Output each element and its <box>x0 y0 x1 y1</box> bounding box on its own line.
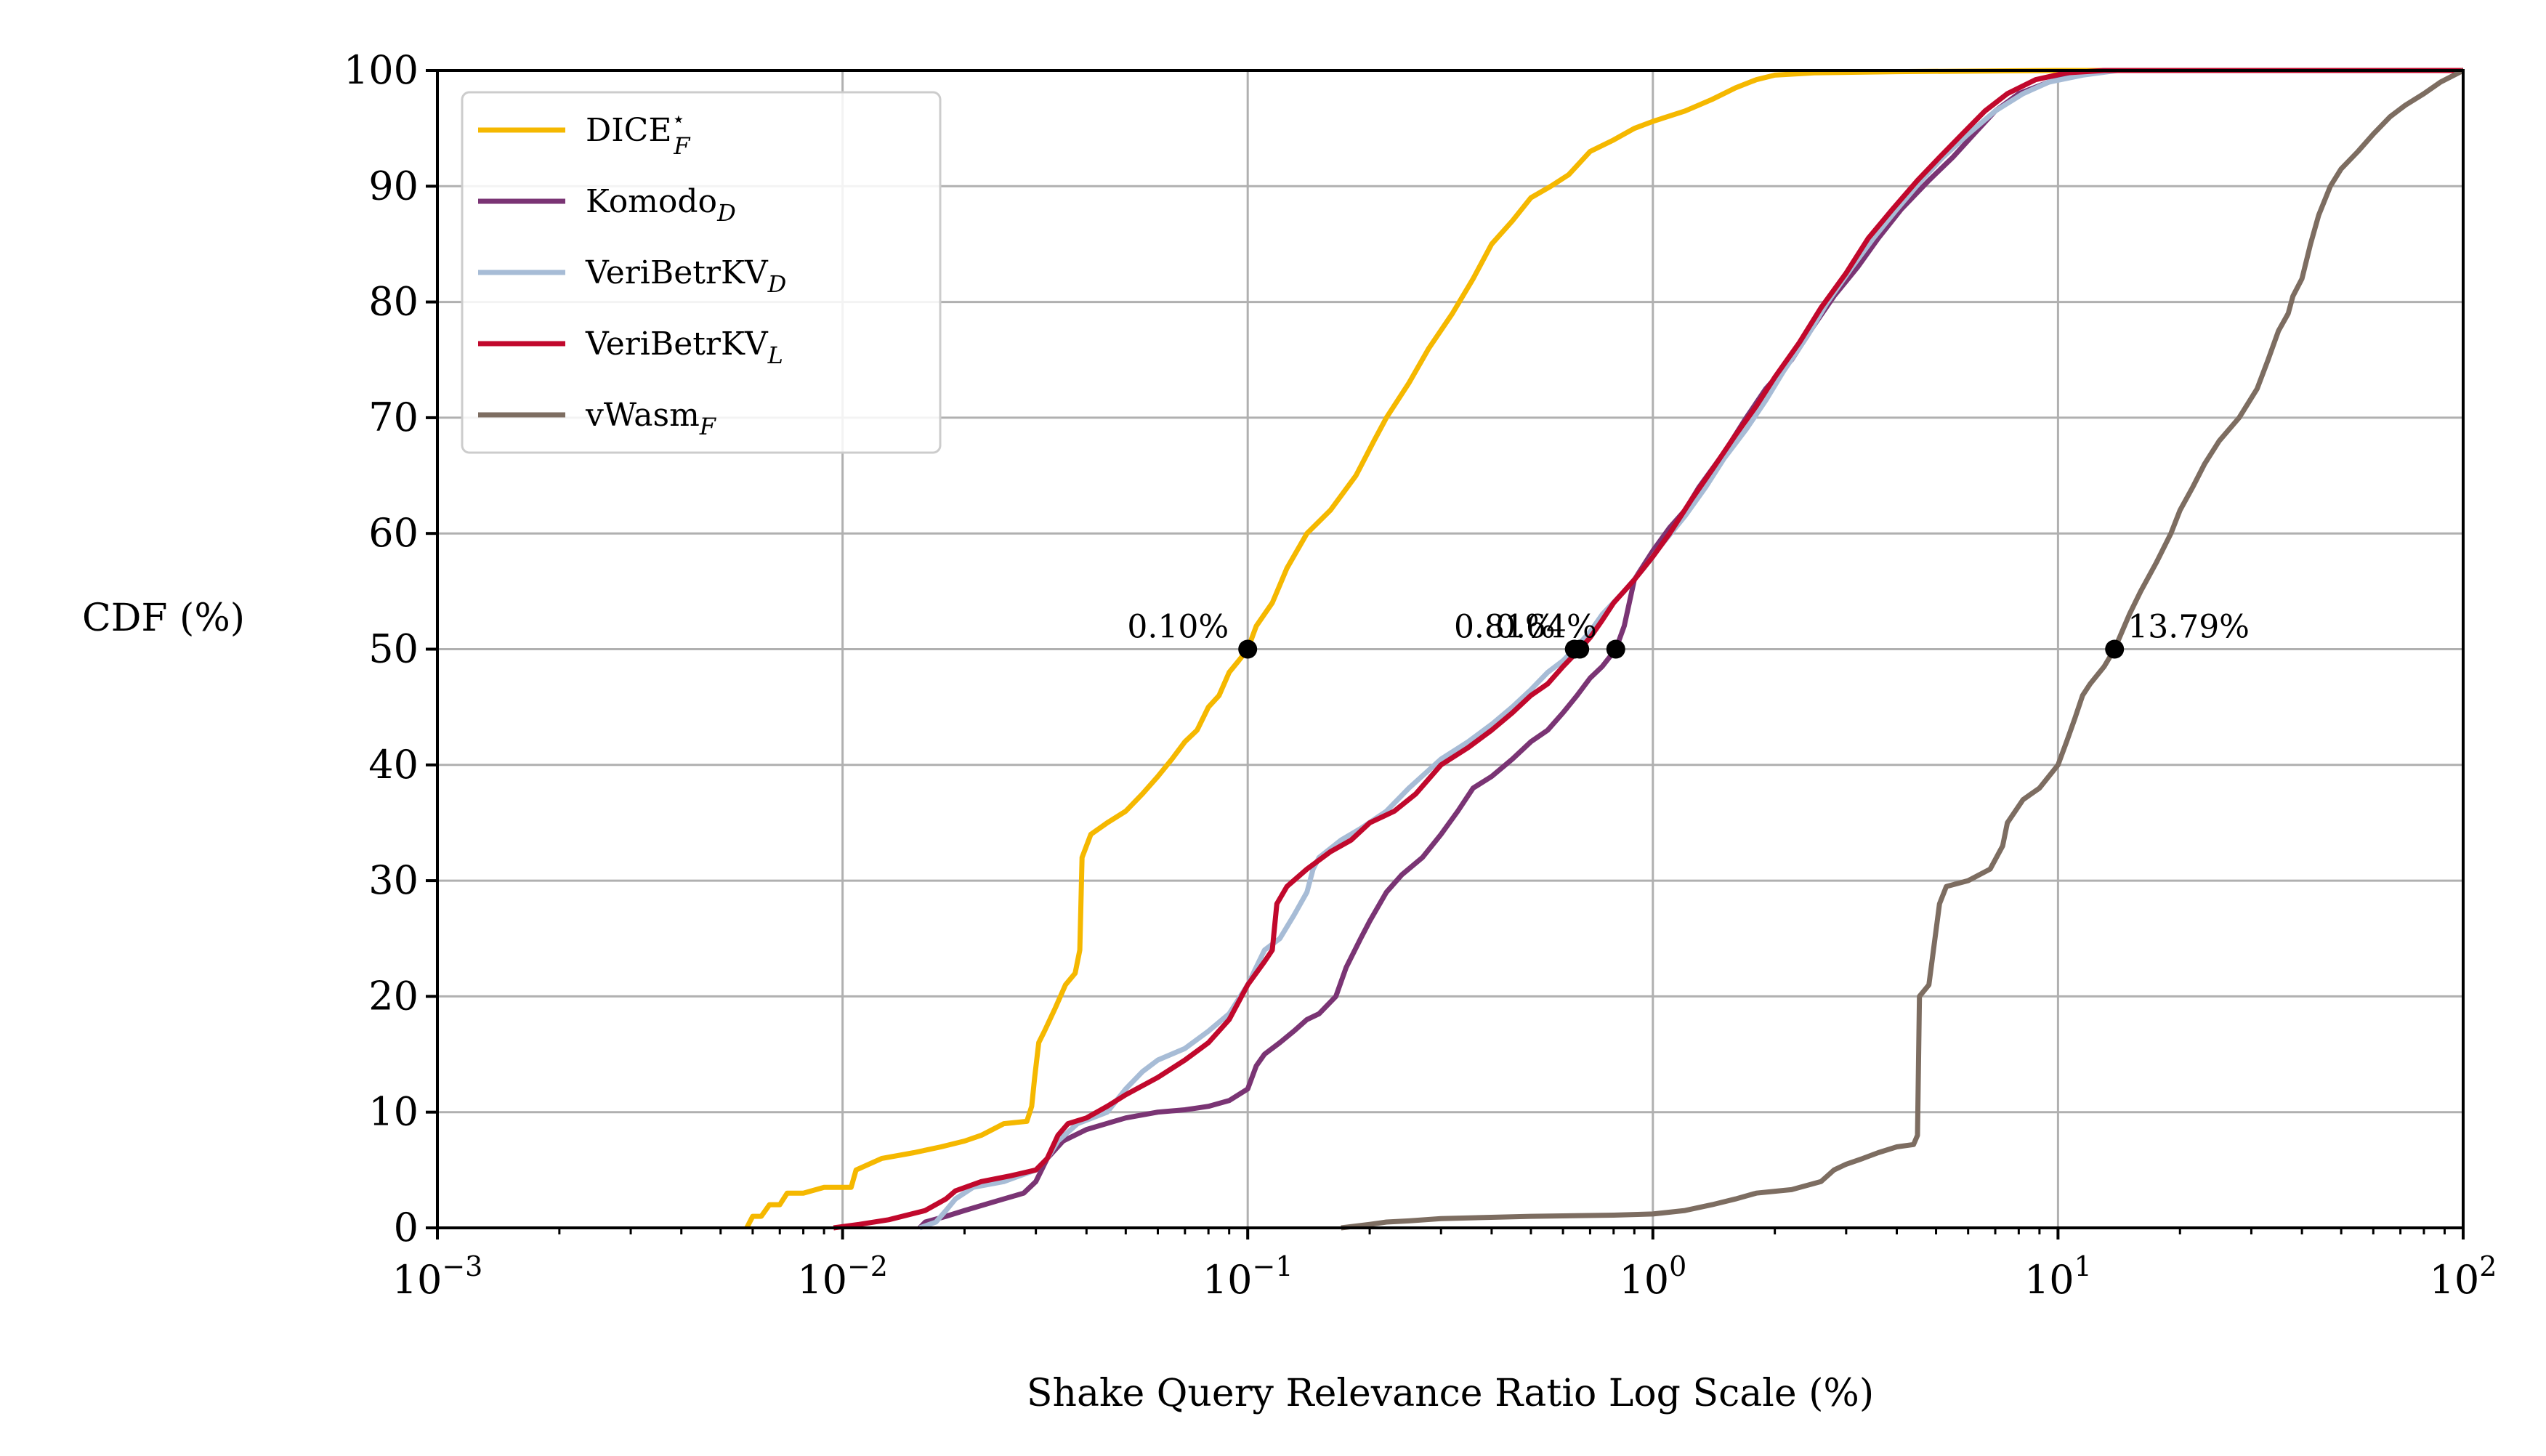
x-tick-label: 10−2 <box>797 1250 888 1303</box>
median-marker <box>1570 639 1590 659</box>
y-tick-label: 80 <box>368 279 419 325</box>
y-tick-label: 0 <box>394 1205 419 1250</box>
y-tick-label: 90 <box>368 163 419 209</box>
y-axis-title: CDF (%) <box>82 596 245 640</box>
series-line-veribetrkvl <box>833 68 2463 1231</box>
series-lines <box>744 68 2465 1231</box>
axis-ticks: 10−3 10−2 10−1 100 101 1020102030405060708090… <box>344 47 2497 1303</box>
median-markers: 0.10% 0.81%0.64% 13.79% <box>1127 609 2250 659</box>
x-tick-label: 10−1 <box>1203 1250 1293 1303</box>
median-label: 13.79% <box>2127 609 2250 646</box>
median-label: 0.10% <box>1127 609 1229 646</box>
median-marker <box>1238 639 1258 659</box>
legend-box <box>461 91 942 454</box>
y-tick-label: 20 <box>368 973 419 1019</box>
x-tick-label: 102 <box>2430 1250 2497 1303</box>
series-line-komodod <box>918 68 2463 1230</box>
legend-label: vWasmF <box>585 397 717 440</box>
median-label: 0.64% <box>1495 609 1597 646</box>
median-marker <box>1606 639 1625 659</box>
legend: DICE⋆ F KomodoD VeriBetrKVD VeriBetrKVL vWasm… <box>461 91 942 454</box>
x-tick-label: 10−3 <box>392 1250 483 1303</box>
y-tick-label: 70 <box>368 395 419 440</box>
x-axis-title: Shake Query Relevance Ratio Log Scale (%… <box>1027 1372 1874 1415</box>
y-tick-label: 30 <box>368 857 419 903</box>
median-label: 0.81% <box>1454 609 1556 646</box>
legend-label: VeriBetrKVD <box>585 254 786 298</box>
median-marker <box>2105 639 2125 659</box>
y-tick-label: 100 <box>344 47 419 93</box>
y-tick-label: 40 <box>368 742 419 788</box>
y-tick-label: 10 <box>368 1089 419 1135</box>
legend-label: DICE⋆ F <box>586 107 691 160</box>
x-tick-label: 101 <box>2024 1250 2092 1303</box>
legend-label: KomodoD <box>586 183 736 227</box>
series-line-veribetrkvd <box>918 68 2463 1231</box>
x-tick-label: 100 <box>1619 1250 1686 1303</box>
y-tick-label: 60 <box>368 510 419 556</box>
legend-label: VeriBetrKVL <box>585 325 783 369</box>
series-line-dicef <box>744 68 2463 1229</box>
y-tick-label: 50 <box>368 626 419 672</box>
series-line-vwasmf <box>1341 68 2465 1231</box>
